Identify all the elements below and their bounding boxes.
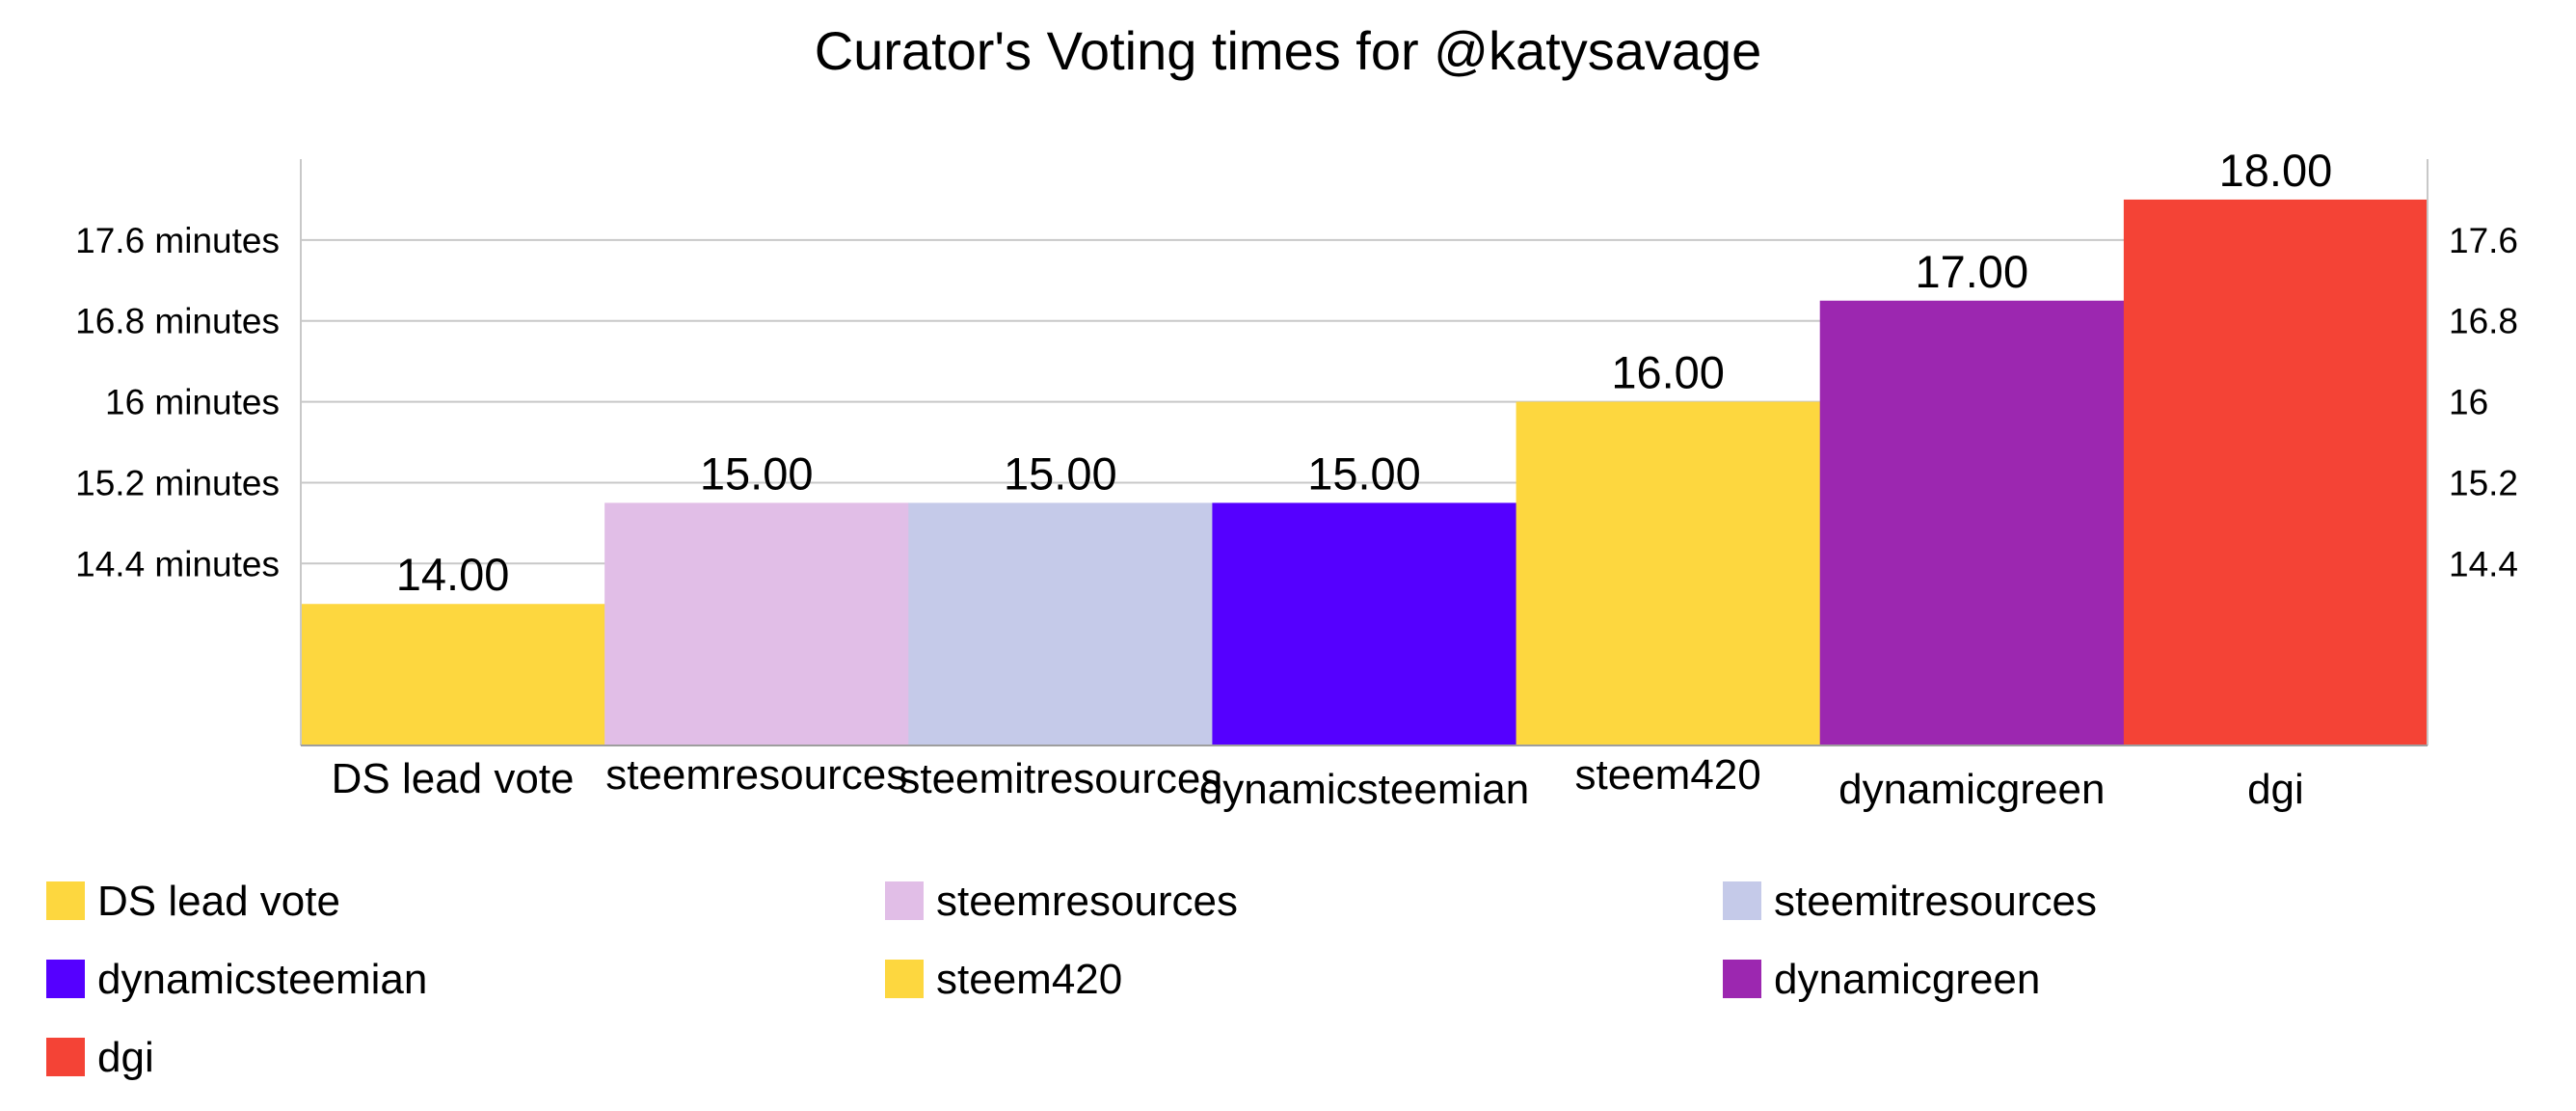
y-tick-label-right: 14.4: [2449, 544, 2518, 583]
legend-label: steemresources: [936, 878, 1238, 925]
x-tick-label: DS lead vote: [332, 755, 575, 802]
bar: [1819, 300, 2125, 745]
data-label: 14.00: [396, 549, 510, 600]
legend-label: steemitresources: [1774, 878, 2097, 925]
legend-label: dynamicgreen: [1774, 956, 2040, 1003]
y-tick-label-left: 15.2 minutes: [75, 463, 280, 502]
legend-label: DS lead vote: [97, 878, 340, 925]
bar: [301, 604, 605, 745]
bar: [1212, 502, 1517, 745]
legend: DS lead vote steemresources steemitresourc…: [46, 878, 2097, 1081]
y-tick-label-right: 15.2: [2449, 463, 2518, 502]
legend-swatch: [885, 881, 924, 920]
data-labels: 14.00 15.00 15.00 15.00 16.00 17.00 18.00: [396, 145, 2332, 600]
chart-title: Curator's Voting times for @katysavage: [815, 20, 1762, 81]
legend-swatch: [1723, 881, 1761, 920]
data-label: 15.00: [1004, 447, 1117, 499]
axes: [300, 159, 2428, 746]
legend-swatch: [46, 1038, 85, 1076]
y-tick-label-right: 16.8: [2449, 302, 2518, 341]
x-axis-ticks: DS lead vote steemresourcessteemitresourc…: [332, 751, 2304, 813]
legend-swatch: [46, 881, 85, 920]
y-tick-label-left: 17.6 minutes: [75, 221, 280, 260]
bar: [1516, 401, 1821, 745]
x-tick-label: steem420: [1575, 751, 1761, 799]
x-tick-label: steemitresources: [899, 755, 1221, 802]
data-label: 16.00: [1611, 347, 1725, 398]
y-tick-label-left: 14.4 minutes: [75, 544, 280, 583]
bar: [604, 502, 909, 745]
legend-swatch: [46, 960, 85, 998]
x-tick-label: dynamicsteemian: [1199, 766, 1529, 813]
y-tick-label-left: 16 minutes: [105, 383, 280, 422]
y-tick-label-right: 16: [2449, 383, 2488, 422]
bar: [908, 502, 1213, 745]
legend-swatch: [1723, 960, 1761, 998]
bars: [301, 199, 2428, 745]
x-tick-label: dgi: [2247, 766, 2304, 813]
legend-swatch: [885, 960, 924, 998]
x-tick-label: dynamicgreen: [1838, 766, 2105, 813]
data-label: 17.00: [1915, 246, 2028, 297]
y-tick-label-right: 17.6: [2449, 221, 2518, 260]
data-label: 18.00: [2219, 145, 2333, 196]
data-label: 15.00: [1307, 447, 1421, 499]
legend-label: steem420: [936, 956, 1122, 1003]
legend-label: dgi: [97, 1034, 154, 1081]
y-tick-label-left: 16.8 minutes: [75, 302, 280, 341]
x-tick-label: steemresources: [605, 751, 907, 799]
bar: [2123, 199, 2428, 745]
legend-label: dynamicsteemian: [97, 956, 427, 1003]
data-label: 15.00: [700, 447, 814, 499]
y-axis-ticks: 14.4 minutes 14.4 15.2 minutes 15.2 16 minut…: [75, 221, 2518, 583]
